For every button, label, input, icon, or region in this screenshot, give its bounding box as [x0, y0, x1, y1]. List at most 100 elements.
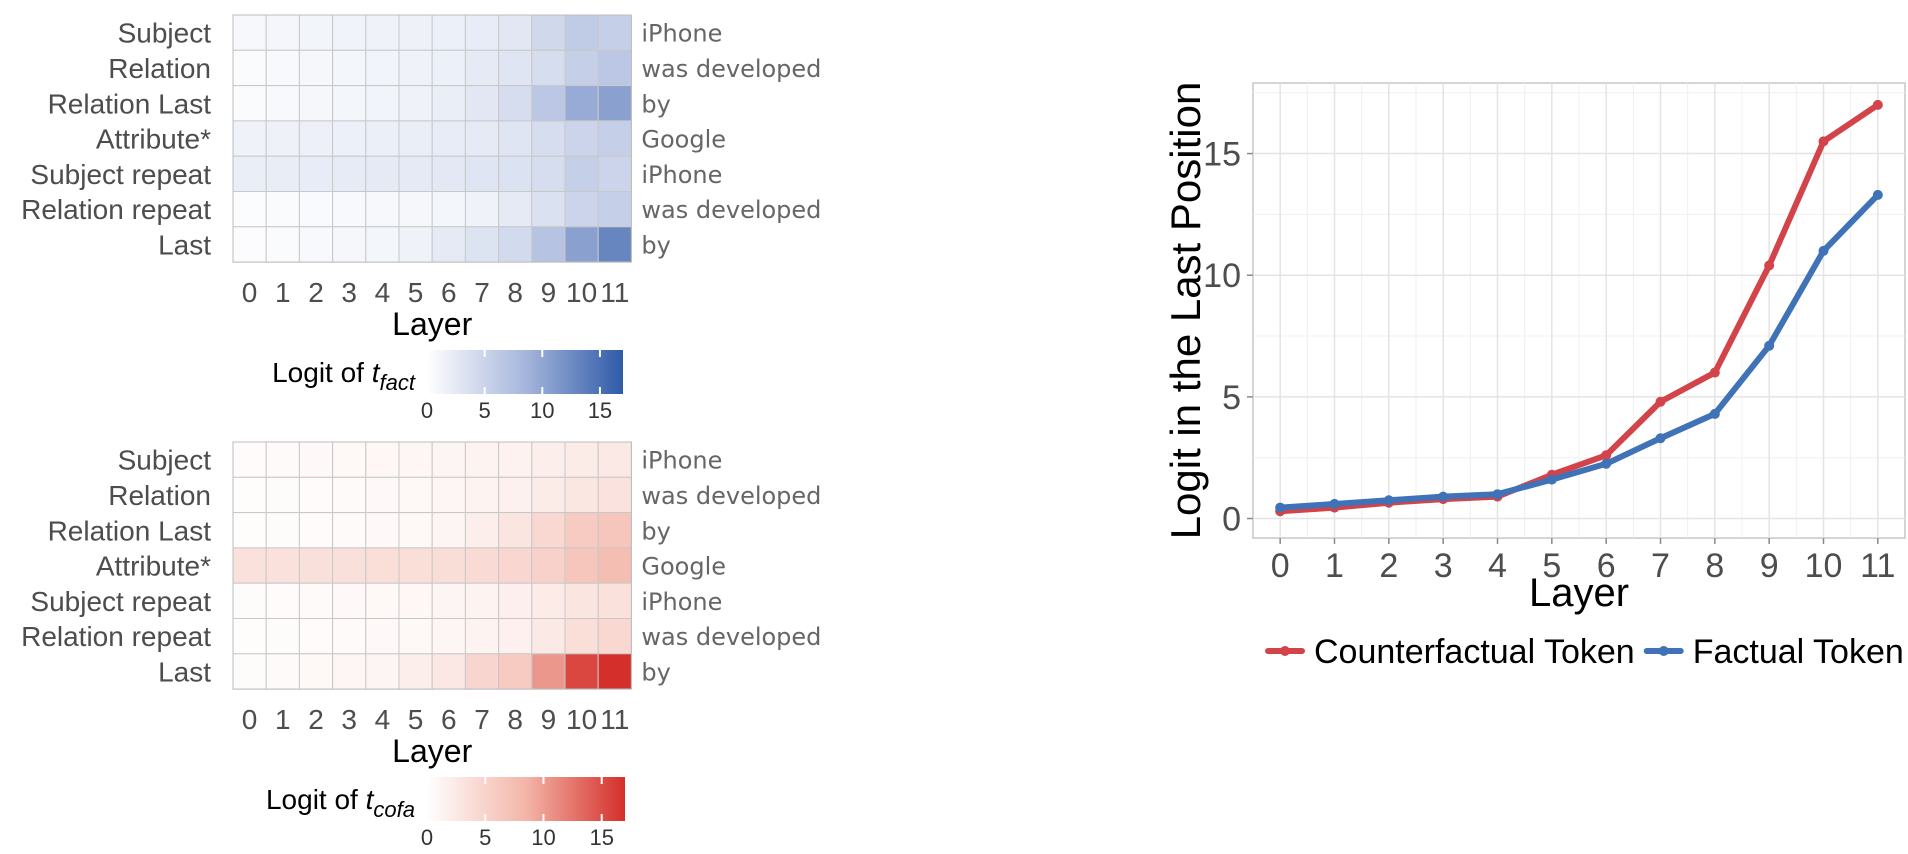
heatmap-cell [365, 653, 400, 690]
heatmap-cell [564, 547, 599, 584]
heatmap-cell [298, 653, 334, 690]
heatmap-cell [298, 191, 334, 228]
heatmap-cell [265, 49, 300, 87]
heatmap-cell [597, 14, 632, 51]
heatmap-cell [464, 120, 500, 157]
heatmap-cell [398, 618, 433, 655]
token-label: was developed [641, 55, 821, 83]
heatmap-cell [265, 155, 300, 192]
heatmap-cell [265, 653, 300, 690]
heatmap-cell [265, 441, 300, 478]
heatmap-cell [298, 476, 334, 514]
heatmap-cell [531, 120, 566, 157]
heatmap-cell [265, 120, 300, 157]
x-tick-label: 2 [1379, 547, 1398, 585]
heatmap-cell [232, 226, 267, 263]
heatmap-counterfactual: Subject Relation Relation Last Attribute* Su… [21, 441, 821, 850]
heatmap-cell [564, 85, 599, 122]
heatmap-cell [398, 85, 433, 122]
heatmap-cell [498, 476, 533, 514]
series-point [1818, 245, 1829, 256]
heatmap-cell [232, 476, 267, 514]
series-point [1546, 474, 1557, 485]
heatmap-cell [431, 512, 466, 549]
heatmap-cell [332, 653, 367, 690]
heatmap-cell [332, 226, 367, 263]
heatmap-cell [298, 618, 334, 655]
heatmap-cell [431, 14, 466, 51]
heatmap-cell [464, 226, 500, 263]
token-label: was developed [641, 196, 821, 224]
heatmap-cell [431, 547, 466, 584]
series-point [1872, 99, 1883, 110]
heatmap-cell [298, 85, 334, 122]
heatmap-cell [464, 441, 500, 478]
row-label: Attribute* [96, 551, 211, 582]
heatmap-cell [498, 49, 533, 87]
heatmap-border [232, 441, 632, 690]
colorbar [427, 777, 625, 821]
heatmap-cell [597, 85, 632, 122]
heatmap-cell [298, 120, 334, 157]
heatmap-cell [365, 582, 400, 620]
heatmap-cell [332, 49, 367, 87]
row-label: Subject [118, 445, 212, 476]
heatmap-cell [498, 653, 533, 690]
x-tick-label: 0 [1271, 547, 1290, 585]
legend-key-point [1658, 646, 1669, 656]
column-tick-label: 7 [474, 277, 490, 308]
column-tick-label: 11 [600, 277, 629, 308]
heatmap-cell [531, 155, 566, 192]
heatmap-cell [564, 476, 599, 514]
series-point [1655, 396, 1666, 407]
heatmap-cell [398, 441, 433, 478]
colorbar-title-prefix: Logit of [266, 784, 366, 815]
heatmap-cell [365, 547, 400, 584]
heatmap-cell [431, 191, 466, 228]
colorbar-tick-label: 15 [589, 825, 613, 850]
heatmap-cell [531, 618, 566, 655]
heatmap-cell [564, 120, 599, 157]
heatmap-cell [232, 547, 267, 584]
heatmap-cell [398, 155, 433, 192]
heatmap-cell [597, 653, 632, 690]
heatmap-cell [398, 476, 433, 514]
legend-label: Factual Token [1693, 633, 1904, 671]
heatmap-cell [232, 618, 267, 655]
heatmap-cell [332, 476, 367, 514]
heatmap-cell [365, 14, 400, 51]
token-label: by [641, 517, 670, 545]
colorbar-tick-label: 0 [421, 825, 433, 850]
token-label: was developed [641, 482, 821, 510]
column-tick-label: 3 [341, 704, 357, 735]
heatmap-cell [564, 191, 599, 228]
colorbar-tick-label: 5 [479, 398, 491, 423]
heatmap-cell [498, 512, 533, 549]
heatmap-cell [564, 49, 599, 87]
series-line [1277, 191, 1881, 511]
heatmap-cell [597, 191, 632, 228]
x-tick-label: 4 [1488, 547, 1507, 585]
heatmap-cell [498, 155, 533, 192]
heatmap-cell [531, 191, 566, 228]
heatmap-cell [464, 155, 500, 192]
token-label: iPhone [641, 447, 722, 475]
heatmap-cell [597, 476, 632, 514]
column-tick-label: 8 [507, 277, 523, 308]
heatmap-cell [332, 120, 367, 157]
heatmap-cell [298, 441, 334, 478]
column-tick-label: 0 [242, 704, 258, 735]
colorbar-tick-label: 10 [530, 398, 554, 423]
heatmap-cell [531, 49, 566, 87]
column-tick-label: 4 [375, 277, 391, 308]
heatmap-cell [265, 191, 300, 228]
colorbar-title-sub: fact [380, 370, 416, 395]
y-axis-label: Logit in the Last Position [1162, 82, 1209, 540]
heatmap-cell [464, 191, 500, 228]
heatmap-cell [398, 120, 433, 157]
heatmap-cell [597, 120, 632, 157]
x-tick-label: 6 [1597, 547, 1616, 585]
series-point [1818, 136, 1829, 147]
heatmap-cell [265, 582, 300, 620]
heatmap-cell [332, 512, 367, 549]
